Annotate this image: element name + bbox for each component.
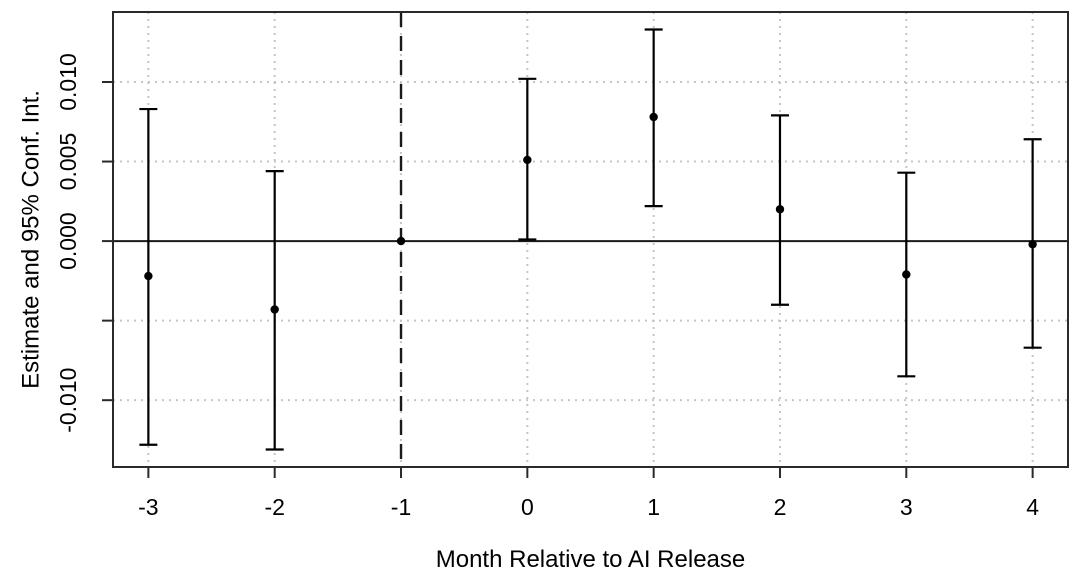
y-tick-label: 0.005 (55, 133, 81, 191)
plot-border (112, 11, 1069, 468)
data-point (1028, 240, 1037, 249)
x-tick-label: 3 (900, 494, 913, 520)
data-point (649, 112, 658, 122)
x-tick-label: -2 (264, 494, 284, 520)
x-tick-label: 0 (521, 494, 534, 520)
x-tick-label: 2 (774, 494, 787, 520)
data-point (902, 270, 911, 279)
y-tick-label: -0.010 (55, 368, 81, 433)
data-point (523, 155, 532, 165)
x-tick-label: -3 (138, 494, 158, 520)
x-tick-label: 1 (647, 494, 660, 520)
data-point (144, 271, 153, 281)
y-axis-title: Estimate and 95% Conf. Int. (17, 90, 44, 389)
x-tick-label: -1 (391, 494, 411, 520)
y-tick-label: 0.010 (55, 53, 81, 111)
data-point (396, 236, 406, 246)
data-point (270, 305, 279, 314)
data-point (775, 205, 785, 214)
y-tick-label: 0.000 (55, 212, 81, 270)
x-tick-label: 4 (1026, 494, 1039, 520)
x-axis-title: Month Relative to AI Release (436, 546, 746, 573)
